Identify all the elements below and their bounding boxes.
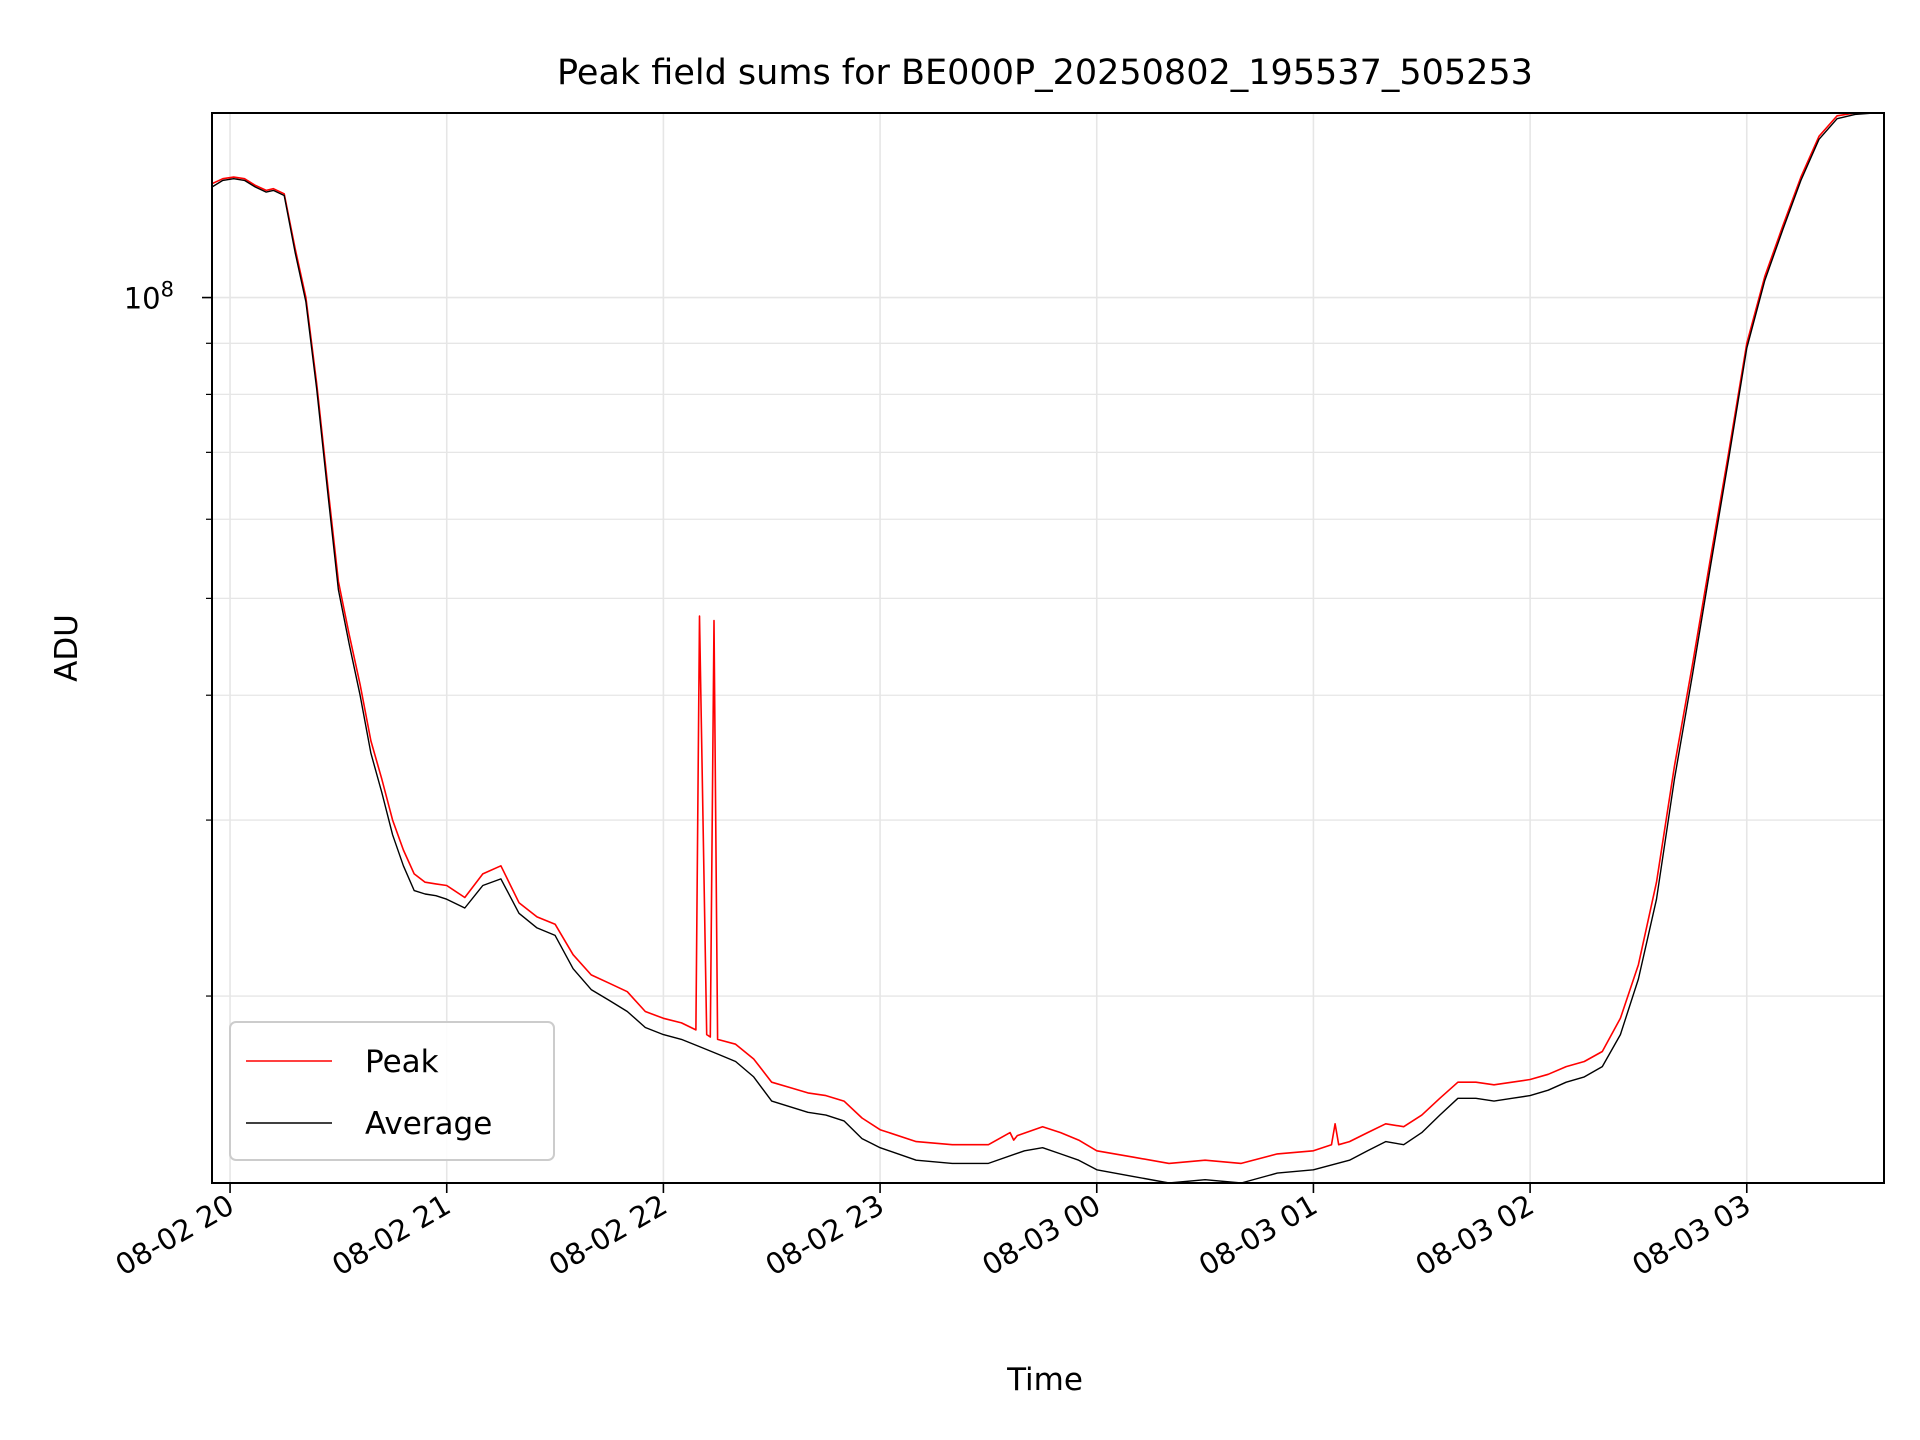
legend-box <box>229 1021 555 1161</box>
grid-lines <box>212 113 1884 1183</box>
plot-series <box>211 112 1884 1184</box>
series-line-peak <box>211 112 1884 1165</box>
legend: Peak Average <box>229 1021 555 1161</box>
plot-frame <box>211 112 1885 1184</box>
chart-title: Peak field sums for BE000P_20250802_1955… <box>557 53 1533 93</box>
x-axis-label: Time <box>1006 1362 1083 1398</box>
y-tick-label: 108 <box>124 278 174 316</box>
legend-label-peak: Peak <box>365 1044 439 1080</box>
y-axis-label: ADU <box>49 614 85 682</box>
y-axis: 108 <box>124 278 212 997</box>
legend-label-average: Average <box>365 1106 492 1142</box>
series-line-average <box>211 112 1884 1184</box>
